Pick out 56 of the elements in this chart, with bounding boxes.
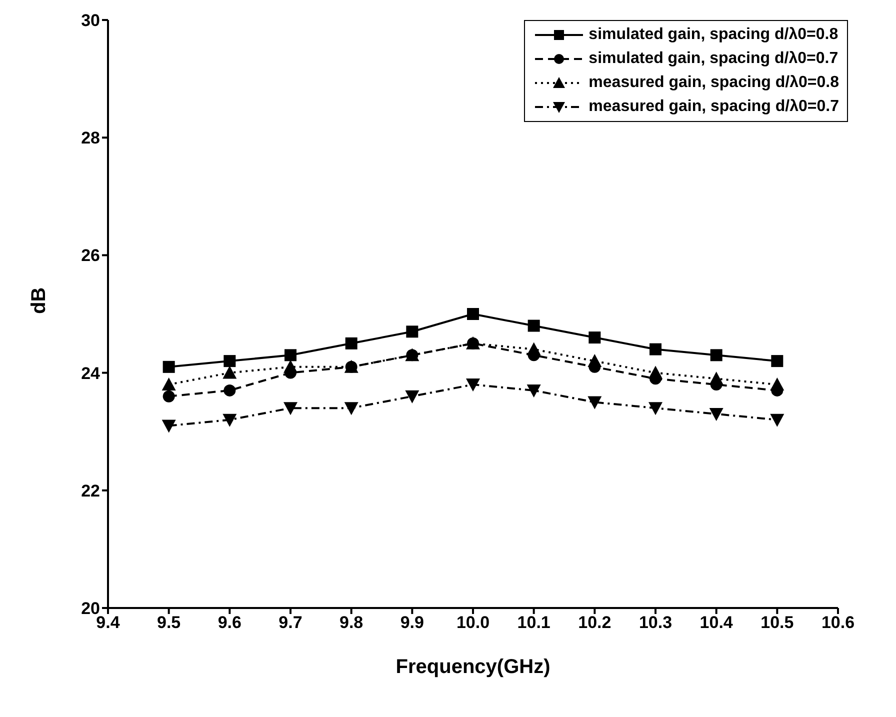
point (284, 360, 298, 373)
x-tick-label: 10.1 (517, 613, 550, 632)
point (648, 402, 662, 416)
point (770, 378, 784, 391)
y-axis-title: dB (28, 287, 50, 314)
point (588, 332, 601, 344)
point (467, 308, 479, 320)
x-tick-label: 10.4 (700, 613, 734, 632)
legend-label: measured gain, spacing d/λ0=0.8 (588, 74, 839, 92)
x-tick-label: 9.8 (340, 613, 364, 632)
x-tick-label: 9.9 (400, 613, 424, 632)
legend-label: measured gain, spacing d/λ0=0.7 (588, 98, 839, 116)
x-tick-label: 10.5 (760, 613, 794, 632)
x-tick-label: 10.3 (638, 613, 672, 632)
point (224, 355, 236, 368)
point (162, 378, 176, 391)
point (709, 408, 724, 421)
point (770, 414, 784, 427)
x-axis-title: Frequency(GHz) (396, 656, 550, 678)
y-tick-label: 30 (81, 11, 100, 30)
point (771, 355, 784, 368)
point (650, 343, 662, 356)
point (528, 320, 540, 332)
point (526, 384, 541, 398)
x-tick-label: 10.2 (578, 613, 612, 632)
point (162, 390, 175, 402)
x-tick-label: 9.7 (278, 613, 302, 632)
point (162, 360, 175, 373)
y-tick-label: 26 (81, 246, 100, 266)
x-tick-label: 9.5 (157, 613, 181, 632)
point (588, 396, 602, 410)
y-tick-label: 22 (81, 481, 100, 500)
point (405, 390, 420, 404)
point (345, 337, 358, 350)
point (344, 402, 358, 416)
point (222, 366, 237, 379)
point (588, 354, 602, 368)
point (162, 420, 176, 433)
legend-label: simulated gain, spacing d/λ0=0.8 (588, 26, 838, 44)
point (284, 349, 296, 362)
point (284, 402, 298, 416)
x-tick-label: 10.6 (821, 613, 855, 632)
point (526, 342, 541, 356)
point (222, 414, 237, 427)
legend-label: simulated gain, spacing d/λ0=0.7 (588, 50, 838, 68)
y-tick-label: 28 (81, 128, 100, 148)
point (406, 326, 418, 338)
point (709, 372, 724, 385)
point (710, 349, 722, 362)
point (466, 378, 480, 392)
x-tick-label: 9.6 (218, 613, 242, 632)
y-tick-label: 24 (81, 364, 101, 383)
point (648, 366, 662, 379)
x-tick-label: 9.4 (96, 613, 120, 632)
point (224, 384, 236, 396)
x-tick-label: 10.0 (456, 613, 490, 632)
